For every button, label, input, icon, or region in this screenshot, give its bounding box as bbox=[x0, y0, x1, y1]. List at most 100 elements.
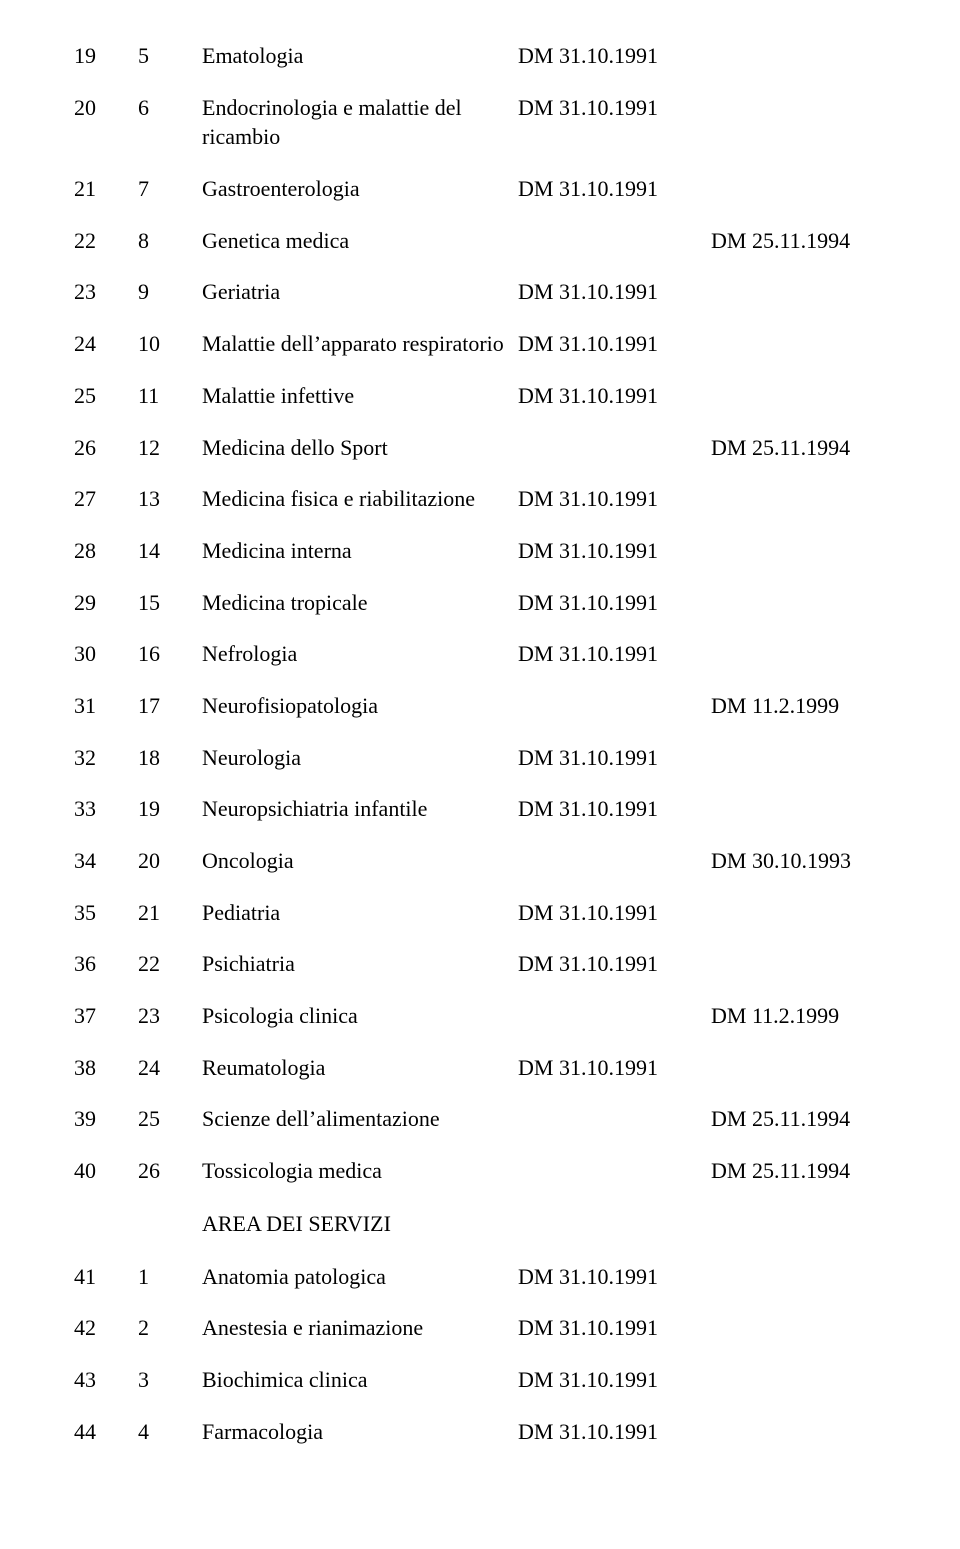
row-dm1: DM 31.10.1991 bbox=[514, 473, 707, 525]
table-row: 3521PediatriaDM 31.10.1991 bbox=[70, 887, 890, 939]
row-dm2 bbox=[707, 1302, 890, 1354]
row-index-a: 21 bbox=[70, 163, 134, 215]
row-dm2 bbox=[707, 783, 890, 835]
row-dm1: DM 31.10.1991 bbox=[514, 1406, 707, 1458]
table-row: 217GastroenterologiaDM 31.10.1991 bbox=[70, 163, 890, 215]
row-dm2: DM 25.11.1994 bbox=[707, 1093, 890, 1145]
row-index-a: 31 bbox=[70, 680, 134, 732]
row-index-b: 12 bbox=[134, 422, 198, 474]
document-page: 195EmatologiaDM 31.10.1991206Endocrinolo… bbox=[0, 0, 960, 1497]
row-index-a: 34 bbox=[70, 835, 134, 887]
row-index-b: 7 bbox=[134, 163, 198, 215]
row-index-a: 38 bbox=[70, 1042, 134, 1094]
row-index-a: 43 bbox=[70, 1354, 134, 1406]
row-index-a: 44 bbox=[70, 1406, 134, 1458]
row-name: Pediatria bbox=[198, 887, 514, 939]
row-name: Neuropsichiatria infantile bbox=[198, 783, 514, 835]
row-index-a: 27 bbox=[70, 473, 134, 525]
row-dm1: DM 31.10.1991 bbox=[514, 732, 707, 784]
row-index-b: 14 bbox=[134, 525, 198, 577]
table-row: 2915Medicina tropicaleDM 31.10.1991 bbox=[70, 577, 890, 629]
row-index-b: 5 bbox=[134, 30, 198, 82]
row-name: Neurofisiopatologia bbox=[198, 680, 514, 732]
row-index-a: 41 bbox=[70, 1251, 134, 1303]
row-name: Medicina tropicale bbox=[198, 577, 514, 629]
row-index-a: 29 bbox=[70, 577, 134, 629]
row-index-b: 1 bbox=[134, 1251, 198, 1303]
row-dm1: DM 31.10.1991 bbox=[514, 938, 707, 990]
row-dm1: DM 31.10.1991 bbox=[514, 577, 707, 629]
row-name: Reumatologia bbox=[198, 1042, 514, 1094]
row-name: Medicina dello Sport bbox=[198, 422, 514, 474]
row-index-b: 18 bbox=[134, 732, 198, 784]
table-row: 228Genetica medica DM 25.11.1994 bbox=[70, 215, 890, 267]
row-index-b: 20 bbox=[134, 835, 198, 887]
row-dm1: DM 31.10.1991 bbox=[514, 1302, 707, 1354]
row-dm1: DM 31.10.1991 bbox=[514, 1042, 707, 1094]
row-dm1 bbox=[514, 1093, 707, 1145]
table-row: 2814Medicina internaDM 31.10.1991 bbox=[70, 525, 890, 577]
row-index-a: 23 bbox=[70, 266, 134, 318]
row-name: Tossicologia medica bbox=[198, 1145, 514, 1197]
row-index-a: 22 bbox=[70, 215, 134, 267]
table-row: 422Anestesia e rianimazioneDM 31.10.1991 bbox=[70, 1302, 890, 1354]
row-name: Anestesia e rianimazione bbox=[198, 1302, 514, 1354]
row-dm2 bbox=[707, 938, 890, 990]
row-index-b: 9 bbox=[134, 266, 198, 318]
empty-cell bbox=[134, 1197, 198, 1251]
table-row: 2410Malattie dell’apparato respiratorioD… bbox=[70, 318, 890, 370]
row-index-a: 20 bbox=[70, 82, 134, 163]
row-dm2: DM 11.2.1999 bbox=[707, 680, 890, 732]
table-row: 3420Oncologia DM 30.10.1993 bbox=[70, 835, 890, 887]
row-name: Malattie dell’apparato respiratorio bbox=[198, 318, 514, 370]
row-dm1: DM 31.10.1991 bbox=[514, 30, 707, 82]
row-index-b: 13 bbox=[134, 473, 198, 525]
row-dm1: DM 31.10.1991 bbox=[514, 1251, 707, 1303]
row-dm2 bbox=[707, 30, 890, 82]
row-name: Genetica medica bbox=[198, 215, 514, 267]
row-index-a: 32 bbox=[70, 732, 134, 784]
row-index-b: 23 bbox=[134, 990, 198, 1042]
empty-cell bbox=[70, 1197, 134, 1251]
row-dm2 bbox=[707, 732, 890, 784]
table-row: 239GeriatriaDM 31.10.1991 bbox=[70, 266, 890, 318]
table-row: 3723Psicologia clinicaDM 11.2.1999 bbox=[70, 990, 890, 1042]
row-dm1: DM 31.10.1991 bbox=[514, 318, 707, 370]
row-index-b: 8 bbox=[134, 215, 198, 267]
row-name: Malattie infettive bbox=[198, 370, 514, 422]
row-index-b: 4 bbox=[134, 1406, 198, 1458]
row-index-b: 2 bbox=[134, 1302, 198, 1354]
row-index-a: 36 bbox=[70, 938, 134, 990]
row-index-b: 15 bbox=[134, 577, 198, 629]
row-dm2 bbox=[707, 473, 890, 525]
row-index-b: 10 bbox=[134, 318, 198, 370]
row-index-a: 37 bbox=[70, 990, 134, 1042]
row-name: Medicina interna bbox=[198, 525, 514, 577]
row-dm1: DM 31.10.1991 bbox=[514, 887, 707, 939]
table-row: 411Anatomia patologicaDM 31.10.1991 bbox=[70, 1251, 890, 1303]
row-dm1 bbox=[514, 1145, 707, 1197]
row-name: Anatomia patologica bbox=[198, 1251, 514, 1303]
row-index-b: 21 bbox=[134, 887, 198, 939]
row-name: Geriatria bbox=[198, 266, 514, 318]
table-row: 3016NefrologiaDM 31.10.1991 bbox=[70, 628, 890, 680]
row-dm2: DM 25.11.1994 bbox=[707, 215, 890, 267]
row-dm2: DM 30.10.1993 bbox=[707, 835, 890, 887]
table-row: 4026Tossicologia medicaDM 25.11.1994 bbox=[70, 1145, 890, 1197]
row-dm2: DM 25.11.1994 bbox=[707, 422, 890, 474]
row-dm1: DM 31.10.1991 bbox=[514, 370, 707, 422]
row-dm1: DM 31.10.1991 bbox=[514, 628, 707, 680]
row-dm1 bbox=[514, 835, 707, 887]
table-row: 444FarmacologiaDM 31.10.1991 bbox=[70, 1406, 890, 1458]
row-index-b: 26 bbox=[134, 1145, 198, 1197]
row-name: Scienze dell’alimentazione bbox=[198, 1093, 514, 1145]
row-dm1: DM 31.10.1991 bbox=[514, 163, 707, 215]
row-index-a: 42 bbox=[70, 1302, 134, 1354]
row-dm2 bbox=[707, 525, 890, 577]
row-name: Psicologia clinica bbox=[198, 990, 514, 1042]
row-dm2 bbox=[707, 82, 890, 163]
empty-cell bbox=[707, 1197, 890, 1251]
row-name: Oncologia bbox=[198, 835, 514, 887]
row-dm1 bbox=[514, 990, 707, 1042]
row-dm1 bbox=[514, 422, 707, 474]
